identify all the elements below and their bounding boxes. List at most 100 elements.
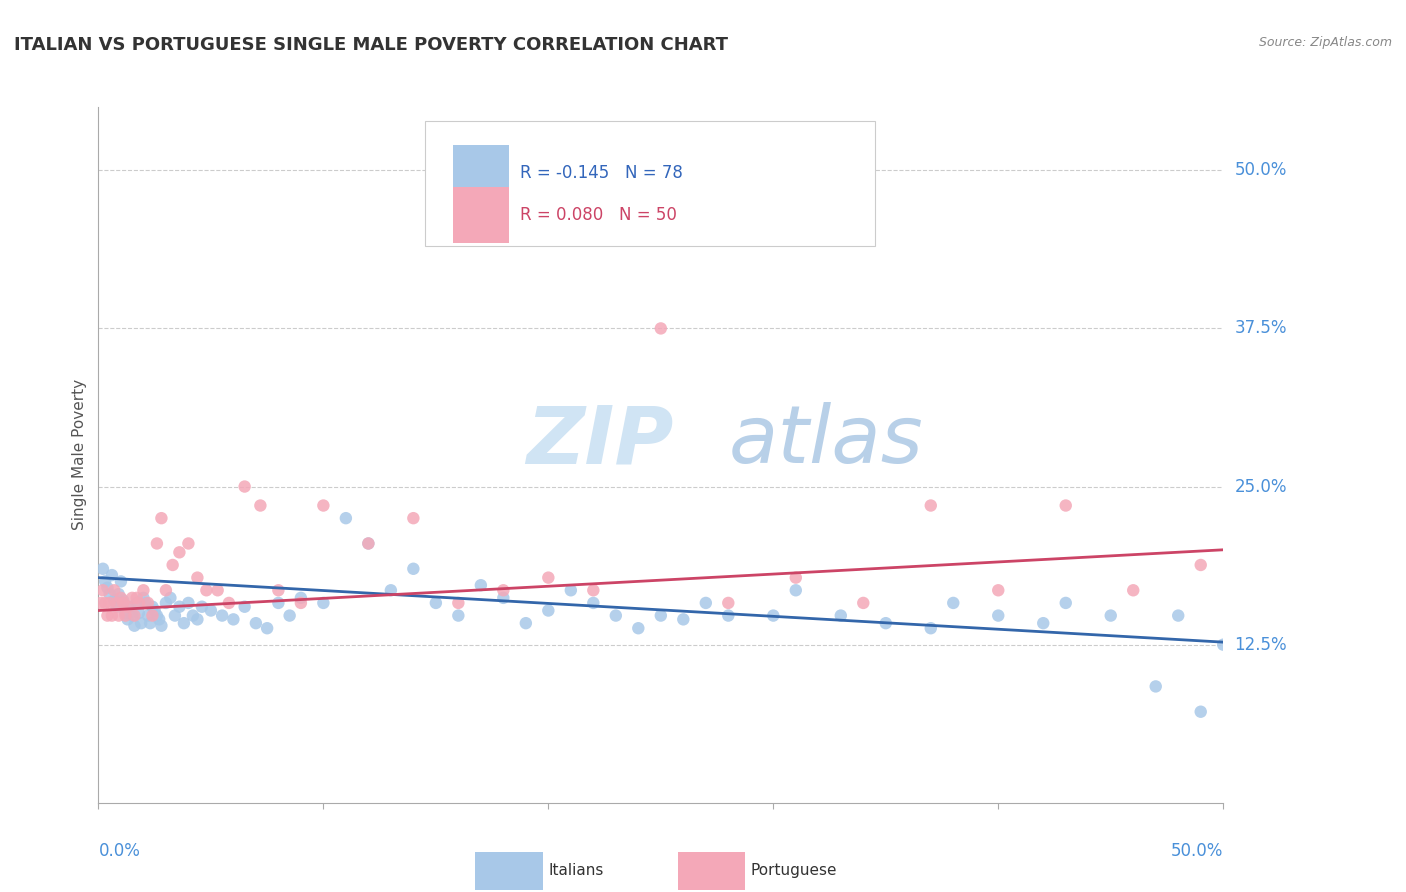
Point xyxy=(110,574,132,589)
Text: 25.0%: 25.0% xyxy=(1234,477,1286,496)
Point xyxy=(195,583,218,598)
Point xyxy=(125,591,148,605)
Point xyxy=(96,581,118,595)
Point xyxy=(920,621,942,635)
Point xyxy=(135,596,157,610)
Text: 0.0%: 0.0% xyxy=(98,842,141,860)
Point xyxy=(717,596,740,610)
Point xyxy=(128,596,150,610)
Point xyxy=(492,583,515,598)
Text: ITALIAN VS PORTUGUESE SINGLE MALE POVERTY CORRELATION CHART: ITALIAN VS PORTUGUESE SINGLE MALE POVERT… xyxy=(14,36,728,54)
Point xyxy=(211,608,233,623)
Point xyxy=(91,583,114,598)
Point xyxy=(177,596,200,610)
Point xyxy=(987,608,1010,623)
Point xyxy=(672,612,695,626)
Point xyxy=(233,599,256,614)
Point xyxy=(91,562,114,576)
Point xyxy=(117,599,139,614)
Point xyxy=(875,616,897,631)
Point xyxy=(148,612,170,626)
Point xyxy=(312,596,335,610)
Point xyxy=(470,578,492,592)
Point xyxy=(357,536,380,550)
Point xyxy=(94,596,117,610)
Point xyxy=(155,596,177,610)
Point xyxy=(159,591,181,605)
Point xyxy=(515,616,537,631)
Point xyxy=(150,511,173,525)
Point xyxy=(163,608,186,623)
Point xyxy=(380,583,402,598)
Point xyxy=(186,571,208,585)
Point xyxy=(98,587,121,601)
Point xyxy=(222,612,245,626)
Point xyxy=(1099,608,1122,623)
Text: atlas: atlas xyxy=(728,402,924,480)
Point xyxy=(169,545,191,559)
Point xyxy=(650,608,672,623)
Point xyxy=(278,608,301,623)
Text: Portuguese: Portuguese xyxy=(751,863,838,879)
Point xyxy=(1122,583,1144,598)
Text: 37.5%: 37.5% xyxy=(1234,319,1286,337)
Point xyxy=(177,536,200,550)
Point xyxy=(191,599,214,614)
Point xyxy=(128,606,150,620)
Point xyxy=(162,558,184,572)
Point xyxy=(695,596,717,610)
Point xyxy=(118,599,141,614)
Point xyxy=(112,596,135,610)
Point xyxy=(186,612,208,626)
Point xyxy=(492,591,515,605)
Point xyxy=(98,596,121,610)
Point xyxy=(101,568,124,582)
Text: R = 0.080   N = 50: R = 0.080 N = 50 xyxy=(520,206,678,224)
Point xyxy=(107,587,129,601)
Point xyxy=(402,511,425,525)
Point xyxy=(105,596,128,610)
Point xyxy=(173,616,195,631)
Point xyxy=(117,612,139,626)
FancyBboxPatch shape xyxy=(678,852,745,890)
Y-axis label: Single Male Poverty: Single Male Poverty xyxy=(72,379,87,531)
Text: 12.5%: 12.5% xyxy=(1234,636,1286,654)
Point xyxy=(96,608,118,623)
Point xyxy=(181,608,204,623)
Point xyxy=(605,608,627,623)
Point xyxy=(101,608,124,623)
Point xyxy=(200,603,222,617)
Point xyxy=(139,616,162,631)
Point xyxy=(103,593,125,607)
Point xyxy=(717,608,740,623)
FancyBboxPatch shape xyxy=(453,187,509,243)
Point xyxy=(312,499,335,513)
Point xyxy=(103,583,125,598)
Text: R = -0.145   N = 78: R = -0.145 N = 78 xyxy=(520,164,683,182)
Point xyxy=(1144,680,1167,694)
Point xyxy=(141,608,163,623)
Point xyxy=(114,606,136,620)
Point xyxy=(267,596,290,610)
Point xyxy=(1212,638,1234,652)
Point xyxy=(1032,616,1054,631)
Point xyxy=(1054,499,1077,513)
Point xyxy=(124,618,146,632)
Point xyxy=(245,616,267,631)
Point xyxy=(155,583,177,598)
Point xyxy=(112,593,135,607)
Point xyxy=(447,596,470,610)
Point xyxy=(447,608,470,623)
Point xyxy=(785,583,807,598)
Point xyxy=(121,591,143,605)
Point xyxy=(1167,608,1189,623)
Point xyxy=(785,571,807,585)
Text: ZIP: ZIP xyxy=(526,402,673,480)
Point xyxy=(129,616,152,631)
Point xyxy=(132,583,155,598)
Point xyxy=(537,571,560,585)
Point xyxy=(110,591,132,605)
Point xyxy=(402,562,425,576)
FancyBboxPatch shape xyxy=(425,121,875,246)
Point xyxy=(290,596,312,610)
